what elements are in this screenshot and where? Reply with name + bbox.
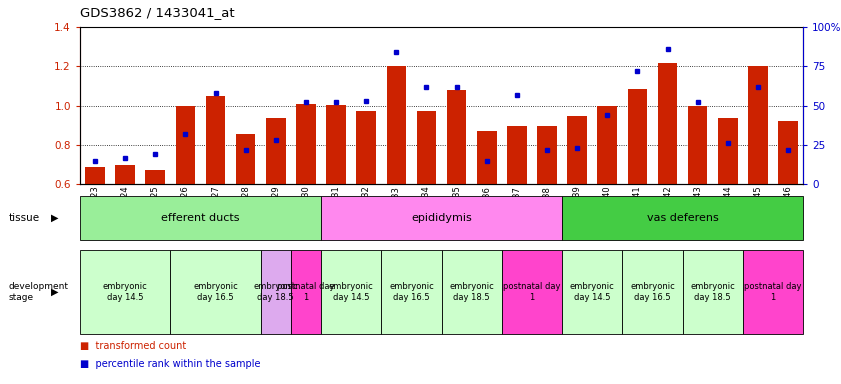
Bar [296,104,315,184]
Bar [447,90,467,184]
Text: embryonic
day 16.5: embryonic day 16.5 [389,282,434,301]
Bar [115,165,135,184]
Bar [778,121,798,184]
Bar [145,170,165,184]
Bar [326,104,346,184]
Text: epididymis: epididymis [411,213,472,223]
Text: tissue: tissue [8,213,40,223]
Bar [597,106,617,184]
Text: ▶: ▶ [51,287,58,297]
Text: ▶: ▶ [51,213,58,223]
Bar [477,131,496,184]
Text: ■  percentile rank within the sample: ■ percentile rank within the sample [80,359,261,369]
Bar [85,167,105,184]
Text: embryonic
day 16.5: embryonic day 16.5 [193,282,238,301]
Bar [176,106,195,184]
Bar [627,89,648,184]
Bar [568,116,587,184]
Text: embryonic
day 14.5: embryonic day 14.5 [103,282,147,301]
Text: postnatal day
1: postnatal day 1 [278,282,335,301]
Bar [206,96,225,184]
Text: vas deferens: vas deferens [647,213,718,223]
Bar [537,126,557,184]
Text: embryonic
day 16.5: embryonic day 16.5 [630,282,674,301]
Bar [748,66,768,184]
Text: GDS3862 / 1433041_at: GDS3862 / 1433041_at [80,6,235,19]
Bar [507,126,526,184]
Bar [416,111,436,184]
Bar [387,66,406,184]
Bar [266,118,286,184]
Text: embryonic
day 18.5: embryonic day 18.5 [449,282,494,301]
Text: embryonic
day 14.5: embryonic day 14.5 [329,282,373,301]
Text: embryonic
day 18.5: embryonic day 18.5 [253,282,299,301]
Bar [658,63,677,184]
Bar [688,106,707,184]
Text: postnatal day
1: postnatal day 1 [503,282,561,301]
Bar [357,111,376,184]
Text: postnatal day
1: postnatal day 1 [744,282,801,301]
Text: development
stage: development stage [8,282,68,301]
Text: embryonic
day 14.5: embryonic day 14.5 [570,282,615,301]
Text: efferent ducts: efferent ducts [161,213,240,223]
Bar [718,118,738,184]
Text: ■  transformed count: ■ transformed count [80,341,186,351]
Text: embryonic
day 18.5: embryonic day 18.5 [690,282,735,301]
Bar [235,134,256,184]
